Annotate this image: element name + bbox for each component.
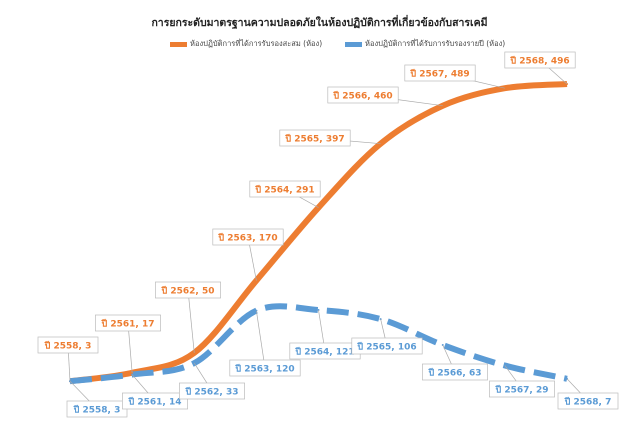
data-label-box — [557, 392, 619, 410]
series-line-0 — [69, 81, 568, 385]
data-label: ปี 2563, 120 — [234, 364, 294, 375]
data-label-box — [179, 382, 245, 400]
data-label: ปี 2562, 50 — [160, 286, 214, 297]
legend-item-annual: ห้องปฏิบัติการที่ได้รับการรับรองรายปี (ห… — [345, 38, 505, 50]
legend-label: ห้องปฏิบัติการที่ได้การรับรองสะสม (ห้อง) — [190, 39, 323, 48]
data-label: ปี 2566, 63 — [427, 368, 481, 379]
series-line-1 — [69, 303, 568, 385]
leader-line — [256, 310, 266, 369]
data-label-box — [327, 86, 399, 104]
data-label: ปี 2563, 170 — [217, 233, 277, 244]
data-label-box — [229, 359, 301, 377]
data-label: ปี 2564, 291 — [254, 185, 314, 196]
data-label: ปี 2568, 7 — [563, 397, 611, 408]
legend-swatch — [170, 41, 187, 47]
data-label: ปี 2564, 121 — [294, 347, 354, 358]
data-label: ปี 2567, 489 — [409, 69, 469, 80]
legend-label: ห้องปฏิบัติการที่ได้รับการรับรองรายปี (ห… — [365, 39, 506, 48]
data-label-box — [279, 129, 351, 147]
data-label-box — [95, 314, 161, 332]
data-label-box — [155, 281, 221, 299]
data-label: ปี 2567, 29 — [494, 385, 548, 396]
legend-item-cumulative: ห้องปฏิบัติการที่ได้การรับรองสะสม (ห้อง) — [170, 38, 322, 50]
data-label: ปี 2561, 17 — [100, 319, 154, 330]
legend-swatch — [345, 41, 362, 47]
data-label: ปี 2562, 33 — [184, 387, 238, 398]
data-label-box — [351, 337, 423, 355]
data-label: ปี 2561, 14 — [127, 397, 181, 408]
data-label: ปี 2565, 106 — [356, 342, 416, 353]
data-label: ปี 2566, 460 — [332, 91, 392, 102]
data-label: ปี 2568, 496 — [509, 56, 569, 67]
data-label-box — [422, 363, 488, 381]
data-label-box — [489, 380, 555, 398]
data-label-box — [504, 51, 576, 69]
data-label-box — [122, 392, 188, 410]
chart-title: การยกระดับมาตรฐานความปลอดภัยในห้องปฏิบัต… — [151, 17, 488, 29]
data-label-box — [404, 64, 476, 82]
data-label: ปี 2558, 3 — [72, 405, 120, 416]
data-label-box — [249, 180, 321, 198]
leader-line — [187, 289, 195, 353]
data-label-box — [212, 228, 284, 246]
data-label: ปี 2565, 397 — [284, 134, 344, 145]
data-label-box — [37, 336, 99, 354]
data-label: ปี 2558, 3 — [43, 341, 91, 352]
